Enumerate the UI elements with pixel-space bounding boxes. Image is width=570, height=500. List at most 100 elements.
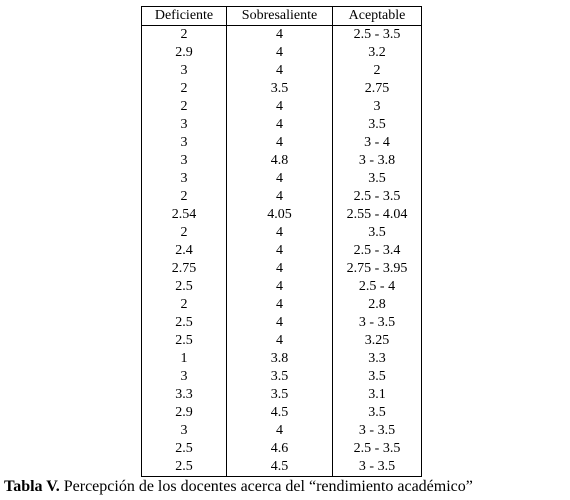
table-cell: 4 (226, 224, 333, 242)
table-cell: 4.05 (226, 206, 333, 224)
table-cell: 2.55 - 4.04 (332, 206, 422, 224)
table-cell: 4 (226, 332, 333, 350)
table-cell: 2.75 - 3.95 (332, 260, 422, 278)
table-cell: 2.5 (141, 440, 227, 458)
table-cell: 3 - 3.5 (332, 422, 422, 440)
table-cell: 4.5 (226, 404, 333, 422)
header-row: Deficiente Sobresaliente Aceptable (141, 6, 422, 26)
column-header: Sobresaliente (226, 6, 333, 26)
table-cell: 2.5 (141, 332, 227, 350)
table-row: 2.4 4 2.5 - 3.4 (141, 242, 422, 260)
table-cell: 4 (226, 278, 333, 296)
table-cell: 4 (226, 296, 333, 314)
table-cell: 2 (141, 98, 227, 116)
table-cell: 3.3 (141, 386, 227, 404)
table-cell: 3.5 (332, 368, 422, 386)
table-row: 2 3.5 2.75 (141, 80, 422, 98)
table-row: 2.75 4 2.75 - 3.95 (141, 260, 422, 278)
table-cell: 2 (141, 80, 227, 98)
table-cell: 3 (141, 368, 227, 386)
table-cell: 2.75 (141, 260, 227, 278)
table-cell: 1 (141, 350, 227, 368)
table-cell: 4 (226, 62, 333, 80)
table-row: 2.54 4.05 2.55 - 4.04 (141, 206, 422, 224)
table-cell: 4 (226, 170, 333, 188)
table-cell: 2.4 (141, 242, 227, 260)
table-cell: 2.9 (141, 404, 227, 422)
table-cell: 2 (141, 224, 227, 242)
table-cell: 4.8 (226, 152, 333, 170)
table-cell: 2.8 (332, 296, 422, 314)
table-cell: 2 (141, 188, 227, 206)
table-row: 2 4 3.5 (141, 224, 422, 242)
table-cell: 3.5 (332, 116, 422, 134)
table-cell: 3 - 4 (332, 134, 422, 152)
table-cell: 2.54 (141, 206, 227, 224)
table-cell: 3.25 (332, 332, 422, 350)
table-cell: 4 (226, 260, 333, 278)
table-cell: 4.5 (226, 458, 333, 477)
table-cell: 3.8 (226, 350, 333, 368)
table-body: 2 4 2.5 - 3.5 2.9 4 3.2 3 4 2 2 3.5 2.75 2 4 3 3 4 3.5 3 4 3… (141, 25, 422, 477)
table-row: 3 4 3.5 (141, 170, 422, 188)
table-cell: 2.9 (141, 44, 227, 62)
table-row: 2.9 4 3.2 (141, 44, 422, 62)
table-cell: 3 (141, 422, 227, 440)
table-cell: 2 (332, 62, 422, 80)
table-cell: 4 (226, 422, 333, 440)
table-cell: 4 (226, 134, 333, 152)
data-table: Deficiente Sobresaliente Aceptable 2 4 2.5 -… (141, 6, 422, 477)
table-cell: 3 (332, 98, 422, 116)
table-row: 2 4 2.5 - 3.5 (141, 188, 422, 206)
table-cell: 2.5 (141, 458, 227, 477)
table-cell: 3 (141, 170, 227, 188)
table-cell: 3.5 (226, 386, 333, 404)
caption: Tabla V. Percepción de los docentes acer… (4, 478, 473, 496)
table-cell: 2 (141, 296, 227, 314)
table-cell: 4 (226, 188, 333, 206)
table-cell: 4.6 (226, 440, 333, 458)
table-row: 1 3.8 3.3 (141, 350, 422, 368)
table-cell: 4 (226, 116, 333, 134)
table-cell: 3 - 3.8 (332, 152, 422, 170)
table-row: 2.5 4 3 - 3.5 (141, 314, 422, 332)
table-cell: 4 (226, 314, 333, 332)
table-row: 3 4 3.5 (141, 116, 422, 134)
table-row: 2.5 4 3.25 (141, 332, 422, 350)
table-cell: 3.1 (332, 386, 422, 404)
table-cell: 3.2 (332, 44, 422, 62)
table-row: 2 4 2.5 - 3.5 (141, 25, 422, 44)
table-cell: 4 (226, 242, 333, 260)
table-cell: 3.5 (226, 80, 333, 98)
column-header: Deficiente (141, 6, 227, 26)
table-row: 3.3 3.5 3.1 (141, 386, 422, 404)
table-cell: 2.5 - 3.5 (332, 440, 422, 458)
table-cell: 3 (141, 134, 227, 152)
table-row: 2.5 4 2.5 - 4 (141, 278, 422, 296)
table-cell: 3 - 3.5 (332, 314, 422, 332)
table-cell: 2.5 - 3.4 (332, 242, 422, 260)
table-cell: 2 (141, 25, 227, 44)
table-cell: 4 (226, 44, 333, 62)
table-cell: 2.5 - 3.5 (332, 188, 422, 206)
table-cell: 3 (141, 62, 227, 80)
table-cell: 3 - 3.5 (332, 458, 422, 477)
table-cell: 3 (141, 116, 227, 134)
table-cell: 3.5 (332, 224, 422, 242)
table-row: 3 3.5 3.5 (141, 368, 422, 386)
caption-label: Tabla V. (4, 478, 60, 495)
table-cell: 4 (226, 98, 333, 116)
table-cell: 3 (141, 152, 227, 170)
column-header: Aceptable (332, 6, 422, 26)
table-row: 2.9 4.5 3.5 (141, 404, 422, 422)
table-cell: 3.3 (332, 350, 422, 368)
caption-text: Percepción de los docentes acerca del “r… (63, 478, 473, 495)
table-row: 2.5 4.6 2.5 - 3.5 (141, 440, 422, 458)
table-cell: 2.5 (141, 278, 227, 296)
table-cell: 2.5 (141, 314, 227, 332)
